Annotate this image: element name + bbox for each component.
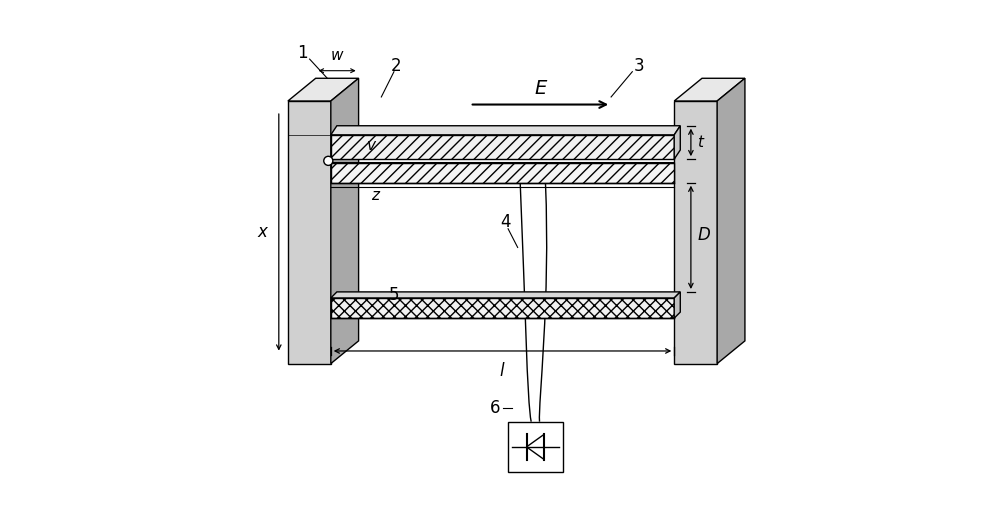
- Text: $x$: $x$: [257, 223, 270, 241]
- Polygon shape: [674, 292, 680, 318]
- Polygon shape: [331, 135, 674, 159]
- Text: $D$: $D$: [697, 226, 711, 244]
- Polygon shape: [717, 78, 745, 364]
- Text: 6: 6: [490, 399, 500, 417]
- Polygon shape: [674, 78, 745, 101]
- Polygon shape: [331, 298, 674, 318]
- Polygon shape: [674, 126, 680, 159]
- Text: $w$: $w$: [330, 48, 344, 63]
- Polygon shape: [288, 78, 359, 101]
- Text: 3: 3: [634, 57, 644, 75]
- Text: 4: 4: [500, 213, 510, 231]
- Text: $z$: $z$: [371, 188, 381, 203]
- Text: 5: 5: [389, 286, 399, 305]
- Polygon shape: [288, 101, 331, 364]
- Text: $l$: $l$: [499, 362, 506, 380]
- Polygon shape: [331, 163, 674, 183]
- Polygon shape: [674, 101, 717, 364]
- Circle shape: [324, 156, 333, 166]
- Polygon shape: [331, 292, 680, 298]
- Text: $v$: $v$: [366, 138, 377, 153]
- Text: 1: 1: [297, 44, 307, 62]
- Polygon shape: [331, 78, 359, 364]
- Text: $E$: $E$: [534, 79, 549, 98]
- Text: $t$: $t$: [697, 134, 706, 150]
- Polygon shape: [331, 126, 680, 135]
- Polygon shape: [508, 422, 563, 472]
- Text: 2: 2: [391, 57, 402, 75]
